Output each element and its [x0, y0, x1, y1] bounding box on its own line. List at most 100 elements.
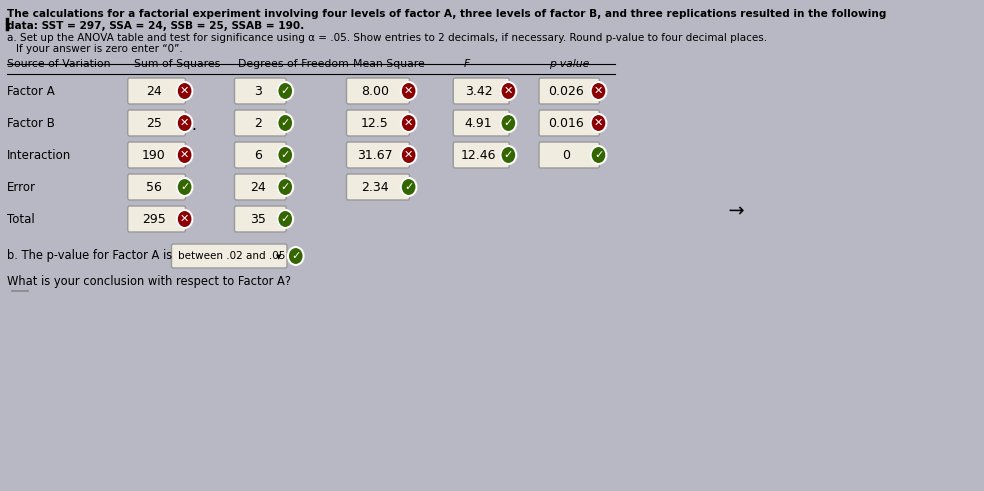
Text: ✓: ✓: [291, 251, 300, 261]
Text: ✓: ✓: [280, 86, 290, 96]
Circle shape: [501, 82, 517, 100]
Circle shape: [177, 82, 193, 100]
Text: 56: 56: [146, 181, 161, 193]
Text: 0.026: 0.026: [548, 84, 584, 98]
FancyBboxPatch shape: [234, 78, 286, 104]
Text: 6: 6: [254, 148, 262, 162]
Circle shape: [277, 210, 293, 228]
Text: 3: 3: [254, 84, 262, 98]
Text: ✕: ✕: [593, 86, 603, 96]
Text: .: .: [192, 117, 197, 133]
Text: If your answer is zero enter “0”.: If your answer is zero enter “0”.: [16, 44, 182, 54]
Text: 35: 35: [250, 213, 266, 225]
FancyBboxPatch shape: [128, 78, 186, 104]
FancyBboxPatch shape: [128, 110, 186, 136]
Text: Total: Total: [7, 213, 34, 225]
Text: ✓: ✓: [280, 182, 290, 192]
Text: 12.46: 12.46: [461, 148, 496, 162]
FancyBboxPatch shape: [346, 142, 409, 168]
FancyBboxPatch shape: [234, 110, 286, 136]
Circle shape: [277, 114, 293, 132]
Circle shape: [400, 146, 416, 164]
Circle shape: [177, 146, 193, 164]
Text: Sum of Squares: Sum of Squares: [134, 59, 220, 69]
Text: Factor A: Factor A: [7, 84, 55, 98]
Text: ✓: ✓: [280, 118, 290, 128]
FancyBboxPatch shape: [171, 244, 287, 268]
Text: Error: Error: [7, 181, 36, 193]
FancyBboxPatch shape: [128, 174, 186, 200]
FancyBboxPatch shape: [234, 174, 286, 200]
Text: ✓: ✓: [593, 150, 603, 160]
Text: ✓: ✓: [504, 118, 513, 128]
Text: p-value: p-value: [549, 59, 589, 69]
Text: 31.67: 31.67: [357, 148, 393, 162]
Text: 190: 190: [142, 148, 165, 162]
Text: Factor B: Factor B: [7, 116, 55, 130]
Circle shape: [590, 114, 606, 132]
FancyBboxPatch shape: [454, 78, 510, 104]
Text: 12.5: 12.5: [361, 116, 389, 130]
Circle shape: [177, 178, 193, 196]
Circle shape: [590, 82, 606, 100]
Circle shape: [590, 146, 606, 164]
Text: ✕: ✕: [404, 150, 413, 160]
Text: 2.34: 2.34: [361, 181, 389, 193]
Text: b. The p-value for Factor A is: b. The p-value for Factor A is: [7, 249, 172, 263]
Text: ✕: ✕: [180, 118, 189, 128]
Text: Mean Square: Mean Square: [352, 59, 424, 69]
Text: ✓: ✓: [404, 182, 413, 192]
Circle shape: [501, 146, 517, 164]
Text: ✓: ✓: [504, 150, 513, 160]
Text: ▼: ▼: [276, 254, 281, 260]
Text: a. Set up the ANOVA table and test for significance using α = .05. Show entries : a. Set up the ANOVA table and test for s…: [7, 33, 768, 43]
Text: 8.00: 8.00: [361, 84, 389, 98]
Text: ↗: ↗: [722, 198, 748, 223]
Text: ✕: ✕: [404, 118, 413, 128]
Circle shape: [400, 114, 416, 132]
Text: Source of Variation: Source of Variation: [7, 59, 110, 69]
Text: 3.42: 3.42: [464, 84, 492, 98]
Text: 24: 24: [250, 181, 266, 193]
Circle shape: [277, 82, 293, 100]
Circle shape: [501, 114, 517, 132]
Text: ✕: ✕: [180, 86, 189, 96]
Text: data: SST = 297, SSA = 24, SSB = 25, SSAB = 190.: data: SST = 297, SSA = 24, SSB = 25, SSA…: [7, 21, 304, 31]
Circle shape: [277, 146, 293, 164]
Text: between .02 and .05: between .02 and .05: [178, 251, 285, 261]
Circle shape: [177, 210, 193, 228]
FancyBboxPatch shape: [234, 206, 286, 232]
FancyBboxPatch shape: [454, 110, 510, 136]
Circle shape: [400, 82, 416, 100]
FancyBboxPatch shape: [346, 78, 409, 104]
FancyBboxPatch shape: [234, 142, 286, 168]
Text: ✓: ✓: [280, 150, 290, 160]
Circle shape: [288, 247, 304, 265]
FancyBboxPatch shape: [128, 206, 186, 232]
FancyBboxPatch shape: [539, 78, 599, 104]
Text: ✕: ✕: [504, 86, 513, 96]
Text: ✓: ✓: [280, 214, 290, 224]
Text: Interaction: Interaction: [7, 148, 71, 162]
FancyBboxPatch shape: [454, 142, 510, 168]
Text: The calculations for a factorial experiment involving four levels of factor A, t: The calculations for a factorial experim…: [7, 9, 887, 19]
Text: ✕: ✕: [180, 150, 189, 160]
FancyBboxPatch shape: [346, 110, 409, 136]
FancyBboxPatch shape: [539, 110, 599, 136]
Text: F: F: [463, 59, 470, 69]
FancyBboxPatch shape: [346, 174, 409, 200]
Text: 2: 2: [254, 116, 262, 130]
Circle shape: [277, 178, 293, 196]
Text: ✕: ✕: [404, 86, 413, 96]
Text: Degrees of Freedom: Degrees of Freedom: [238, 59, 348, 69]
Text: ✕: ✕: [593, 118, 603, 128]
Text: 0.016: 0.016: [548, 116, 584, 130]
Circle shape: [400, 178, 416, 196]
Text: 0: 0: [563, 148, 571, 162]
Text: ✕: ✕: [180, 214, 189, 224]
Text: 25: 25: [146, 116, 161, 130]
Circle shape: [177, 114, 193, 132]
Text: 24: 24: [146, 84, 161, 98]
FancyBboxPatch shape: [539, 142, 599, 168]
Text: 4.91: 4.91: [464, 116, 492, 130]
